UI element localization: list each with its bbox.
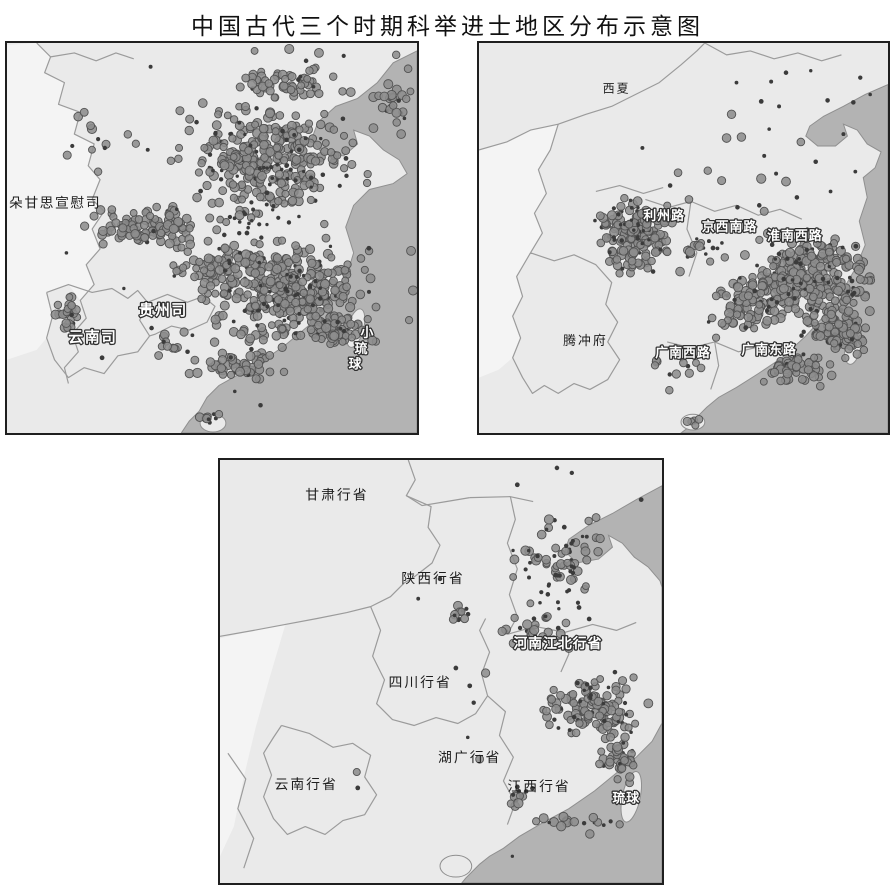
- sea: [461, 485, 662, 883]
- region-boundary: [704, 43, 842, 62]
- region-label: 淮南西路: [766, 228, 822, 243]
- region-label: 广南西路: [655, 345, 710, 360]
- region-boundary: [46, 283, 151, 379]
- region-boundary: [227, 752, 255, 869]
- region-label: 陕西行省: [401, 571, 464, 587]
- figure-title: 中国古代三个时期科举进士地区分布示意图: [191, 14, 704, 39]
- region-label: 小琉球: [349, 326, 374, 372]
- region-label: 琉球: [612, 791, 640, 806]
- region-boundary: [370, 606, 491, 727]
- region-label: 贵州司: [139, 301, 188, 319]
- region-label: 湖广行省: [438, 750, 501, 766]
- island: [439, 854, 473, 878]
- region-boundary: [686, 201, 698, 277]
- region-boundary: [220, 495, 441, 637]
- region-label: 广南东路: [741, 342, 796, 357]
- region-boundary: [512, 252, 621, 394]
- region-label: 四川行省: [388, 675, 451, 691]
- region-label: 云南司: [68, 328, 117, 346]
- jinshi-dot-layer: [593, 69, 876, 430]
- region-label: 朵甘思宣慰司: [9, 194, 101, 210]
- outer-territory: [220, 624, 286, 857]
- region-label: 京西南路: [702, 219, 757, 234]
- region-boundary: [560, 632, 570, 673]
- region-boundary: [479, 43, 706, 151]
- region-label: 河南江北行省: [513, 635, 602, 652]
- region-boundary: [667, 341, 785, 355]
- outer-territory: [479, 124, 559, 378]
- outer-territory: [7, 43, 105, 360]
- region-boundary: [595, 184, 664, 195]
- region-label: 腾冲府: [563, 333, 608, 348]
- region-boundary: [36, 43, 105, 212]
- region-label: 西夏: [603, 81, 631, 95]
- region-label: 甘肃行省: [305, 488, 368, 504]
- region-label: 利州路: [643, 208, 685, 223]
- region-boundary: [63, 210, 105, 384]
- region-label: 云南行省: [275, 777, 338, 793]
- region-boundary: [469, 496, 534, 503]
- region-boundary: [50, 52, 134, 62]
- region-label: 江西行省: [507, 779, 570, 795]
- region-boundary: [405, 460, 470, 507]
- region-boundary: [529, 123, 559, 254]
- region-boundary: [645, 198, 803, 220]
- jinshi-dot-layer: [352, 465, 654, 858]
- region-boundary: [263, 724, 378, 836]
- region-boundary: [710, 341, 720, 390]
- jinshi-dot-layer: [50, 43, 417, 425]
